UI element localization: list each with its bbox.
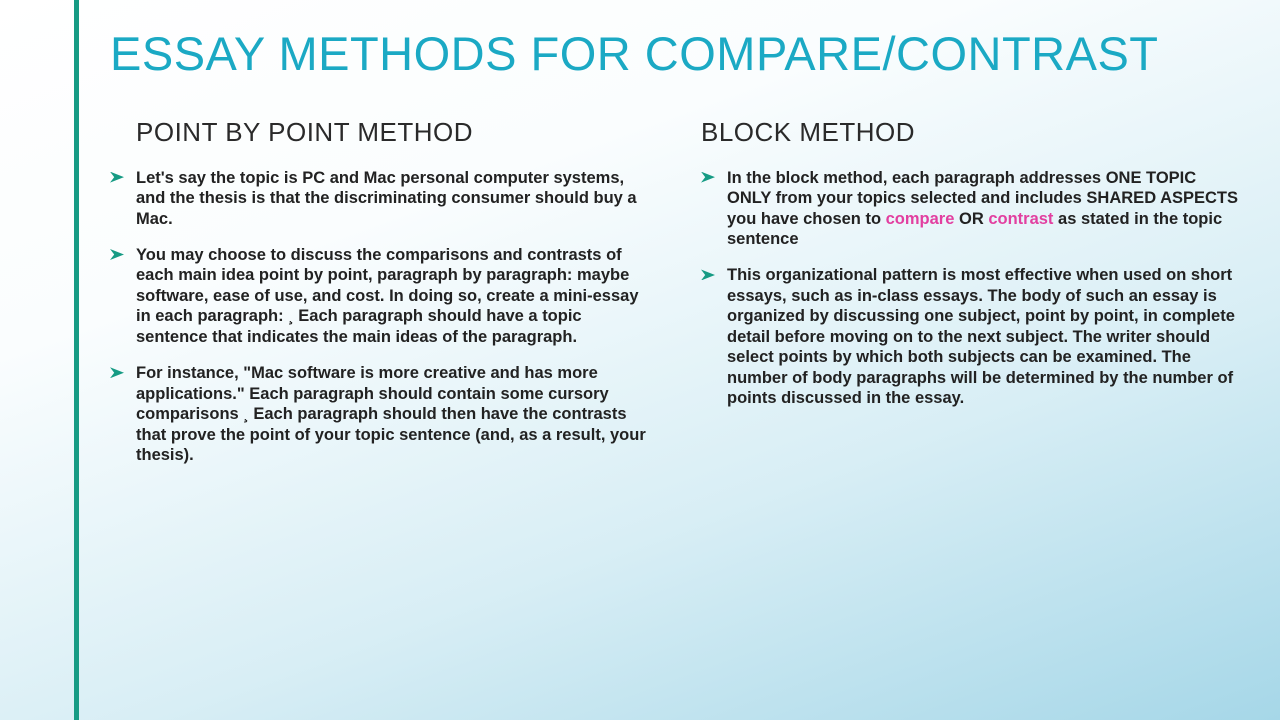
list-item: Let's say the topic is PC and Mac person… (110, 168, 649, 229)
list-item: For instance, "Mac software is more crea… (110, 363, 649, 465)
left-column: POINT BY POINT METHOD Let's say the topi… (110, 117, 649, 482)
accent-bar (74, 0, 79, 720)
highlight-text: compare (886, 210, 955, 228)
left-list: Let's say the topic is PC and Mac person… (110, 168, 649, 466)
text: OR (954, 210, 988, 228)
slide-content: ESSAY METHODS FOR COMPARE/CONTRAST POINT… (110, 28, 1240, 700)
columns: POINT BY POINT METHOD Let's say the topi… (110, 117, 1240, 482)
list-item: In the block method, each paragraph addr… (701, 168, 1240, 250)
list-item: This organizational pattern is most effe… (701, 265, 1240, 408)
right-heading: BLOCK METHOD (701, 117, 1240, 148)
left-heading: POINT BY POINT METHOD (110, 117, 649, 148)
list-item: You may choose to discuss the comparison… (110, 245, 649, 347)
highlight-text: contrast (988, 210, 1053, 228)
right-list: In the block method, each paragraph addr… (701, 168, 1240, 409)
slide-title: ESSAY METHODS FOR COMPARE/CONTRAST (110, 28, 1240, 81)
right-column: BLOCK METHOD In the block method, each p… (701, 117, 1240, 482)
